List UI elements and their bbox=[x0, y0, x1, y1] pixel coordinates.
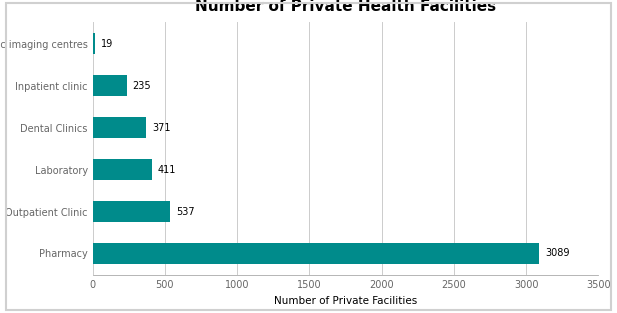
Text: 537: 537 bbox=[176, 207, 194, 217]
Bar bbox=[93, 243, 539, 264]
Bar bbox=[93, 33, 95, 54]
X-axis label: Number of Private Facilities: Number of Private Facilities bbox=[274, 296, 417, 306]
Text: 235: 235 bbox=[132, 81, 151, 91]
Text: 371: 371 bbox=[152, 123, 170, 133]
Text: 19: 19 bbox=[101, 39, 114, 49]
Bar bbox=[93, 201, 170, 222]
Text: 3089: 3089 bbox=[545, 249, 569, 259]
Title: Number of Private Health Facilities: Number of Private Health Facilities bbox=[195, 0, 496, 14]
Bar bbox=[93, 75, 126, 96]
Text: 411: 411 bbox=[158, 165, 176, 175]
Bar bbox=[93, 117, 146, 138]
Bar bbox=[93, 159, 152, 180]
